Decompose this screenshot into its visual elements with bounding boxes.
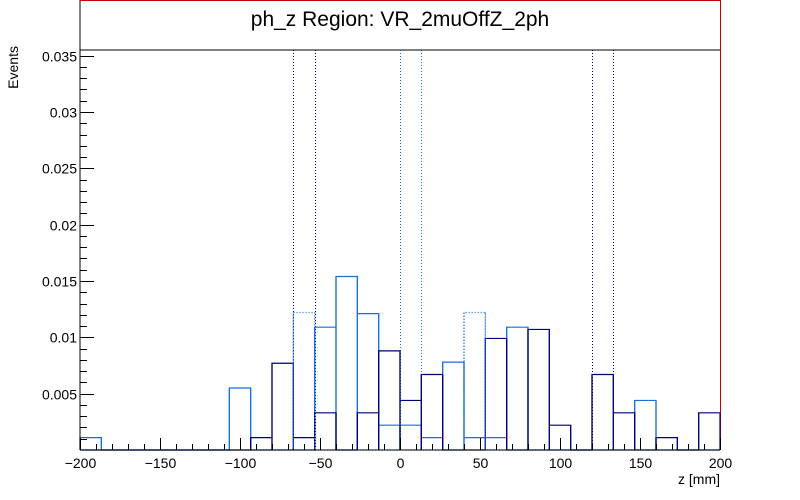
x-tick-label: −150 xyxy=(145,455,177,471)
x-tick-label: 50 xyxy=(473,455,489,471)
chart-title: ph_z Region: VR_2muOffZ_2ph xyxy=(251,8,549,31)
y-axis-ticks: 0.005 0.01 0.015 0.02 0.025 0.03 0.035 xyxy=(42,49,94,440)
y-tick-label: 0.03 xyxy=(50,105,77,121)
x-tick-label: 200 xyxy=(709,455,733,471)
reference-lines xyxy=(293,50,614,450)
x-tick-label: 150 xyxy=(629,455,653,471)
x-tick-label: −200 xyxy=(65,455,97,471)
x-tick-label: −100 xyxy=(225,455,257,471)
y-tick-label: 0.01 xyxy=(50,330,77,346)
y-tick-label: 0.025 xyxy=(42,161,77,177)
y-tick-label: 0.005 xyxy=(42,387,77,403)
y-axis-label: Events xyxy=(5,46,21,89)
y-tick-label: 0.015 xyxy=(42,274,77,290)
x-tick-label: 100 xyxy=(549,455,573,471)
y-tick-label: 0.02 xyxy=(50,218,77,234)
x-axis-label: z [mm] xyxy=(678,471,720,487)
x-tick-label: −50 xyxy=(309,455,333,471)
x-tick-label: 0 xyxy=(397,455,405,471)
x-axis-ticks: −200 −150 −100 −50 0 50 100 150 200 xyxy=(65,438,733,471)
histogram-series xyxy=(79,275,721,451)
y-tick-label: 0.035 xyxy=(42,49,77,65)
